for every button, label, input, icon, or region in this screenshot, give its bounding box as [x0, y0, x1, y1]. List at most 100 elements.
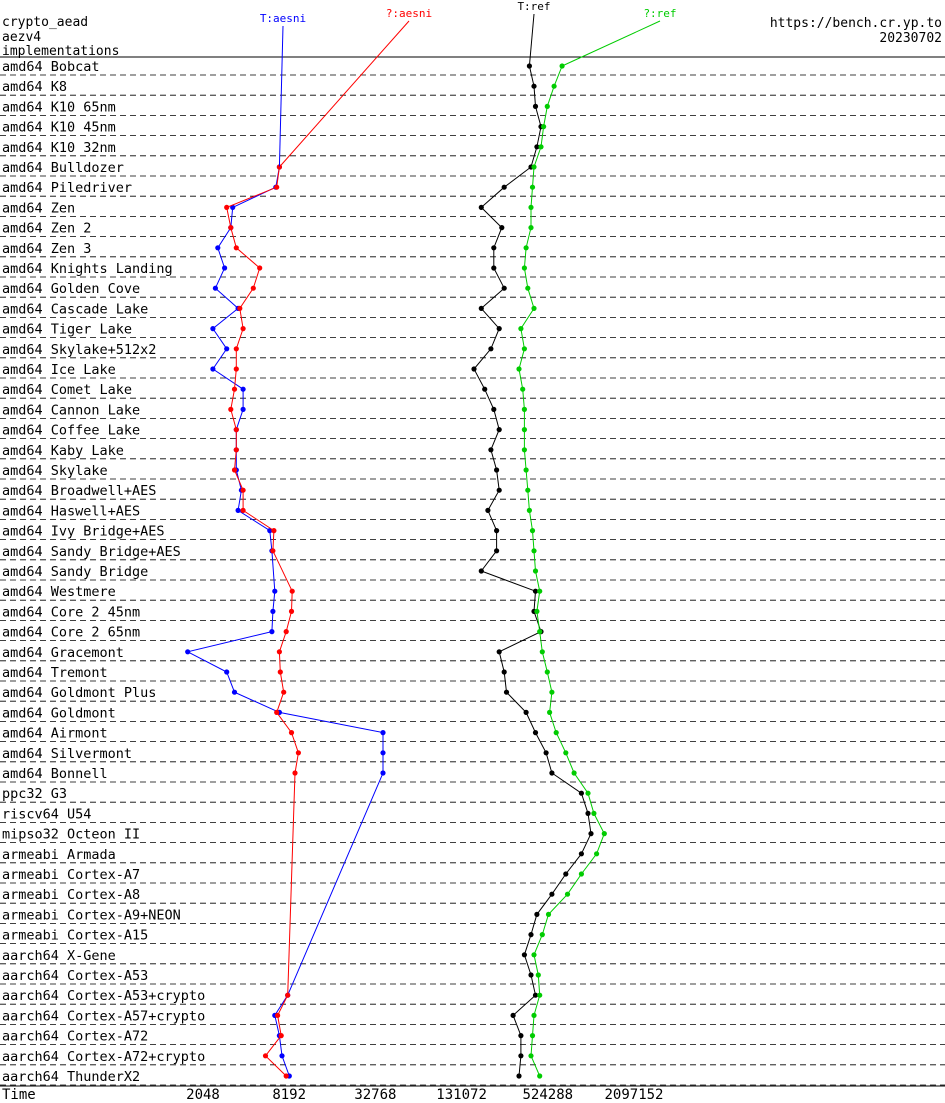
legend-leader	[561, 20, 661, 67]
data-point	[240, 386, 246, 392]
series-ref_t	[471, 63, 594, 1079]
data-point	[496, 326, 502, 332]
x-axis-label: Time	[2, 1087, 36, 1103]
data-point	[276, 649, 282, 655]
data-point	[516, 366, 522, 372]
data-point	[528, 204, 534, 210]
data-point	[503, 689, 510, 695]
row-label: amd64 Kaby Lake	[2, 443, 124, 459]
row-label: amd64 Comet Lake	[2, 382, 132, 398]
data-point	[537, 1073, 543, 1079]
data-point	[531, 164, 537, 170]
data-point	[494, 548, 500, 554]
data-point	[534, 144, 540, 150]
data-point	[591, 810, 597, 817]
row-label: amd64 Westmere	[2, 584, 116, 600]
data-point	[210, 326, 216, 332]
data-point	[528, 1053, 534, 1059]
series-line	[518, 65, 605, 1077]
data-point	[523, 245, 529, 251]
data-point	[539, 932, 545, 938]
data-point	[520, 386, 526, 392]
x-axis: Time 2048 8192 32768 131072 524288 2097152	[2, 1087, 664, 1103]
data-point	[510, 1012, 516, 1019]
data-point	[526, 507, 533, 513]
data-point	[488, 447, 494, 453]
row-layer: amd64 Bobcat amd64 K8 amd64 K10 65nm amd64 …	[0, 59, 945, 1086]
data-point	[585, 790, 591, 796]
data-point	[380, 770, 386, 776]
data-point	[588, 831, 594, 837]
data-point	[215, 245, 221, 251]
row-label: amd64 Sandy Bridge	[2, 564, 148, 580]
legend-label: ?:aesni	[386, 7, 432, 20]
data-point	[274, 709, 280, 716]
data-point	[499, 225, 505, 231]
data-point	[545, 911, 552, 918]
data-point	[528, 972, 534, 978]
data-point	[521, 447, 528, 453]
legend-leader	[528, 13, 535, 67]
data-point	[563, 750, 569, 756]
data-point	[496, 649, 502, 655]
data-point	[529, 528, 536, 534]
row-label: amd64 Piledriver	[2, 180, 132, 196]
data-point	[281, 689, 287, 695]
data-point	[537, 992, 543, 998]
data-point	[521, 265, 528, 271]
data-point	[482, 386, 488, 392]
data-point	[532, 588, 539, 594]
data-point	[491, 406, 497, 412]
data-point	[532, 730, 539, 736]
data-point	[185, 649, 191, 655]
data-point	[537, 629, 543, 635]
x-tick-label: 32768	[354, 1087, 396, 1103]
series-aesni_t	[185, 164, 386, 1079]
row-label: aarch64 Cortex-A72	[2, 1029, 148, 1045]
data-point	[518, 1053, 524, 1059]
row-label: amd64 Golden Cove	[2, 281, 140, 297]
row-label: aarch64 ThunderX2	[2, 1069, 140, 1085]
data-point	[531, 83, 537, 89]
data-point	[289, 588, 295, 594]
row-label: aarch64 Cortex-A53	[2, 968, 148, 984]
data-point	[494, 467, 500, 473]
row-label: amd64 Bonnell	[2, 766, 108, 782]
series-line	[226, 166, 299, 1077]
data-point	[231, 386, 238, 392]
data-point	[233, 245, 239, 251]
data-point	[233, 447, 239, 453]
header-line-1: crypto_aead	[2, 15, 88, 30]
data-point	[571, 770, 577, 776]
data-point	[501, 285, 507, 291]
data-point	[231, 689, 238, 695]
data-point	[501, 669, 507, 675]
x-tick-label: 8192	[272, 1087, 306, 1103]
data-point	[262, 1053, 269, 1059]
data-point	[544, 669, 550, 675]
data-point	[531, 1012, 537, 1019]
data-point	[272, 588, 278, 594]
data-point	[521, 952, 528, 958]
row-label: amd64 K10 65nm	[2, 99, 116, 115]
data-point	[496, 487, 502, 493]
row-label: amd64 Core 2 65nm	[2, 625, 140, 641]
data-point	[594, 851, 600, 857]
x-tick-label: 524288	[523, 1087, 574, 1103]
row-label: amd64 Gracemont	[2, 645, 124, 661]
data-point	[491, 245, 497, 251]
row-label: amd64 Airmont	[2, 726, 108, 742]
data-point	[240, 507, 246, 513]
row-label: amd64 Skylake+512x2	[2, 342, 156, 358]
data-point	[537, 588, 543, 594]
legend-label: T:ref	[517, 0, 550, 13]
row-label: aarch64 X-Gene	[2, 948, 116, 964]
legend-label: ?:ref	[643, 7, 676, 20]
row-label: amd64 Silvermont	[2, 746, 132, 762]
header-site: https://bench.cr.yp.to	[770, 16, 942, 31]
data-point	[525, 487, 531, 493]
data-point	[230, 204, 236, 210]
data-point	[285, 992, 291, 998]
data-point	[224, 204, 230, 210]
